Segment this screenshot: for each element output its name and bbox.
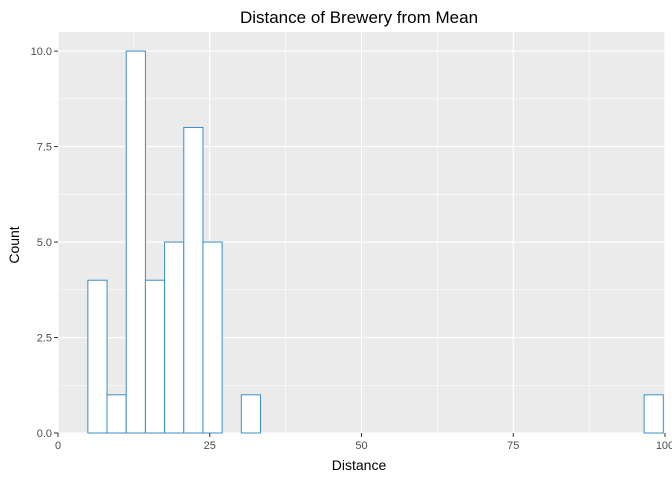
y-tick-label: 5.0 [37, 237, 52, 249]
x-tick-label: 25 [204, 440, 216, 452]
histogram-bar [87, 279, 108, 434]
y-tick-label: 10.0 [31, 46, 52, 58]
y-tick-label: 7.5 [37, 142, 52, 154]
x-tick-label: 0 [55, 440, 61, 452]
histogram-bar [125, 50, 146, 434]
histogram-bar [144, 279, 166, 434]
y-axis-ticks: 0.0 2.5 5.0 7.5 10.0 [31, 46, 58, 440]
histogram-bar [240, 394, 261, 434]
chart-title: Distance of Brewery from Mean [240, 8, 478, 27]
x-axis-ticks: 0 25 50 75 100 [55, 433, 672, 452]
x-tick-label: 100 [656, 440, 672, 452]
y-axis-title: Count [6, 226, 22, 263]
histogram-bar [164, 241, 185, 434]
histogram-bar [106, 394, 127, 434]
x-axis-title: Distance [332, 457, 387, 473]
x-tick-label: 50 [355, 440, 367, 452]
histogram-bar [202, 241, 223, 434]
x-tick-label: 75 [507, 440, 519, 452]
histogram-bar [183, 126, 204, 434]
histogram-bars [87, 50, 664, 434]
y-tick-label: 0.0 [37, 428, 52, 440]
histogram-bar [643, 394, 664, 434]
y-tick-label: 2.5 [37, 333, 52, 345]
